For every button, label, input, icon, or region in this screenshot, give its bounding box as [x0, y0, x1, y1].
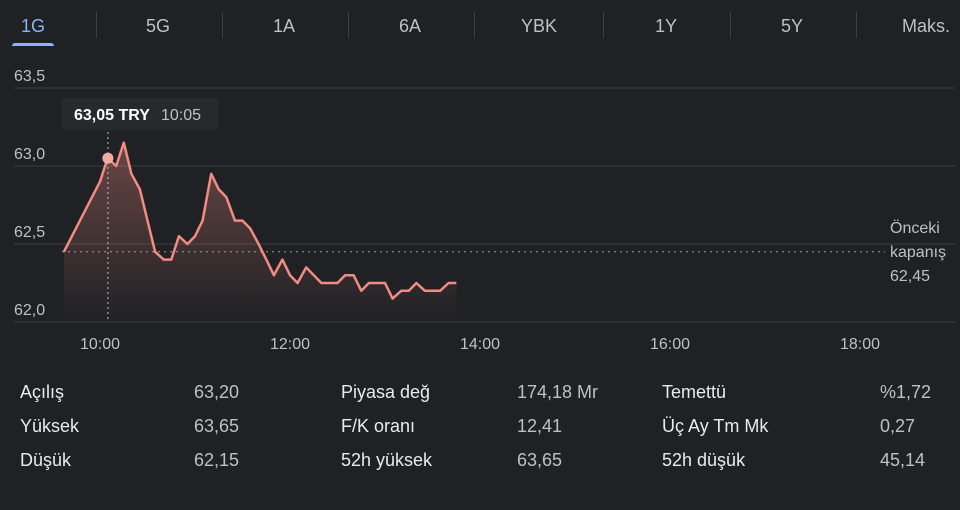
y-tick-label: 62,5	[14, 224, 45, 241]
tab-maks[interactable]: Maks.	[901, 16, 950, 36]
tab-5g[interactable]: 5G	[145, 16, 170, 36]
stat-qtr-div-value: 0,27	[880, 416, 916, 436]
stat-high-label: Yüksek	[20, 416, 80, 436]
price-line	[62, 141, 457, 300]
price-chart[interactable]: 63,5 63,0 62,5 62,0 10:00 12:00 14:00 16:00 18:0…	[0, 52, 960, 362]
previous-close-label: 62,45	[890, 268, 930, 285]
stat-52w-high-label: 52h yüksek	[341, 450, 433, 470]
tab-1a[interactable]: 1A	[272, 16, 296, 36]
x-tick-label: 14:00	[460, 336, 500, 353]
stats-row: Açılış 63,20 Piyasa değ 174,18 Mr Temett…	[0, 382, 960, 416]
stat-qtr-div-label: Üç Ay Tm Mk	[662, 416, 769, 436]
price-area-fill	[63, 142, 457, 322]
tooltip-price: 63,05 TRY	[74, 107, 150, 124]
stats-row: Düşük 62,15 52h yüksek 63,65 52h düşük 4…	[0, 450, 960, 484]
tooltip-box	[62, 98, 218, 130]
active-tab-underline	[12, 43, 54, 46]
tab-1g-label: 1G	[20, 16, 45, 36]
tab-separator	[348, 12, 349, 38]
y-tick-label: 63,5	[14, 68, 45, 85]
stats-row: Yüksek 63,65 F/K oranı 12,41 Üç Ay Tm Mk…	[0, 416, 960, 450]
stat-52w-low-value: 45,14	[880, 450, 926, 470]
tab-separator	[96, 12, 97, 38]
stat-52w-high-value: 63,65	[517, 450, 563, 470]
tab-5y[interactable]: 5Y	[780, 16, 804, 36]
tab-1y[interactable]: 1Y	[654, 16, 678, 36]
tab-6a[interactable]: 6A	[398, 16, 422, 36]
stat-52w-low-label: 52h düşük	[662, 450, 746, 470]
y-tick-label: 62,0	[14, 302, 45, 319]
tab-separator	[730, 12, 731, 38]
range-tabs: 1G 5G 1A 6A YBK 1Y 5Y Maks.	[0, 0, 960, 52]
stat-market-cap-label: Piyasa değ	[341, 382, 431, 402]
x-tick-label: 18:00	[840, 336, 880, 353]
tab-1g[interactable]: 1G	[8, 0, 58, 52]
stat-market-cap-value: 174,18 Mr	[517, 382, 599, 402]
stat-pe-label: F/K oranı	[341, 416, 416, 436]
highlight-point	[102, 152, 114, 164]
tab-separator	[474, 12, 475, 38]
tab-ybk[interactable]: YBK	[520, 16, 558, 36]
tab-separator	[603, 12, 604, 38]
previous-close-label: Önceki	[890, 219, 940, 237]
y-tick-label: 63,0	[14, 146, 45, 163]
tab-separator	[222, 12, 223, 38]
stat-low-value: 62,15	[194, 450, 240, 470]
stat-dividend-label: Temettü	[662, 382, 727, 402]
x-tick-label: 12:00	[270, 336, 310, 353]
stat-dividend-value: %1,72	[880, 382, 932, 402]
stat-open-value: 63,20	[194, 382, 240, 402]
tooltip-time: 10:05	[161, 107, 201, 124]
x-tick-label: 16:00	[650, 336, 690, 353]
stat-low-label: Düşük	[20, 450, 72, 470]
stat-high-value: 63,65	[194, 416, 240, 436]
stat-pe-value: 12,41	[517, 416, 563, 436]
stat-open-label: Açılış	[20, 382, 65, 402]
previous-close-label: kapanış	[890, 244, 946, 261]
tab-separator	[856, 12, 857, 38]
x-tick-label: 10:00	[80, 336, 120, 353]
